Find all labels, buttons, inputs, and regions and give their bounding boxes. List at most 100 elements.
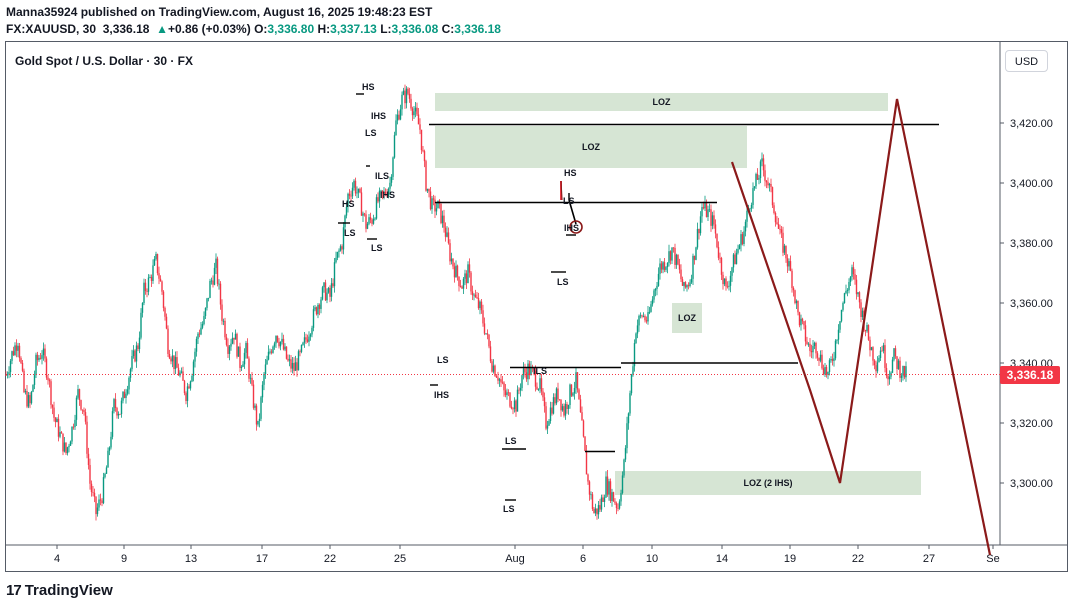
candle-body — [885, 367, 888, 376]
candle-body — [225, 337, 228, 345]
candle-body — [221, 304, 223, 321]
candle-body — [356, 192, 358, 194]
projection-path — [730, 98, 992, 556]
symbol-label[interactable]: FX:XAUUSD, 30 — [6, 22, 97, 36]
candle-body — [369, 217, 372, 220]
candle-body — [285, 346, 288, 359]
candle-body — [842, 303, 844, 310]
candle-body — [362, 213, 364, 216]
candle-body — [822, 368, 825, 375]
candle-body — [102, 477, 105, 504]
candle-body — [603, 497, 606, 502]
candle-body — [105, 467, 108, 474]
candle-body — [669, 251, 672, 261]
candle-body — [459, 286, 462, 287]
candle-body — [384, 191, 387, 195]
candle-body — [569, 384, 571, 406]
candle-body — [848, 282, 850, 291]
x-tick-label: Aug — [505, 553, 525, 565]
candle-body — [752, 188, 754, 205]
candle-body — [398, 114, 400, 120]
candle-body — [846, 290, 849, 292]
candle-body — [383, 191, 385, 194]
candle-body — [518, 389, 520, 391]
candle-body — [608, 481, 610, 495]
candle-body — [245, 342, 247, 353]
candle-body — [449, 243, 451, 262]
candle-body — [638, 315, 640, 326]
candle-body — [644, 316, 646, 321]
candle-body — [611, 492, 613, 501]
candle-body — [629, 393, 631, 414]
candle-body — [774, 213, 777, 223]
candle-body — [489, 346, 492, 362]
candle-body — [537, 389, 540, 390]
candle-body — [506, 392, 508, 396]
candle-body — [714, 224, 717, 234]
candle-body — [542, 391, 544, 398]
candle-body — [653, 290, 655, 300]
x-tick-label: 27 — [923, 553, 935, 565]
candle-body — [71, 426, 73, 442]
candle-body — [474, 294, 477, 298]
candle-body — [414, 107, 417, 112]
candle-body — [618, 501, 621, 509]
candle-body — [525, 372, 528, 380]
candle-body — [216, 258, 219, 284]
candle-body — [252, 384, 255, 408]
candle-body — [510, 406, 513, 409]
candle-body — [473, 294, 475, 296]
candle-body — [251, 377, 253, 385]
publisher-line: Manna35924 published on TradingView.com,… — [6, 5, 433, 19]
candle-body — [365, 214, 367, 229]
candle-body — [450, 258, 453, 262]
candle-body — [81, 409, 84, 411]
candle-body — [273, 343, 276, 347]
pattern-label: IHS — [371, 111, 386, 121]
candle-body — [15, 345, 18, 351]
candle-body — [623, 459, 625, 476]
candle-body — [324, 282, 327, 301]
pattern-label: LS — [503, 504, 515, 514]
candle-body — [788, 261, 790, 267]
zone-label: LOZ — [653, 97, 671, 107]
candle-body — [513, 400, 516, 410]
currency-button[interactable]: USD — [1005, 50, 1048, 72]
candle-body — [51, 404, 54, 408]
candle-body — [23, 370, 25, 393]
candle-body — [29, 395, 31, 404]
candle-body — [360, 192, 363, 216]
candle-body — [894, 348, 897, 357]
candle-body — [476, 297, 478, 299]
candle-body — [186, 386, 189, 401]
candle-body — [99, 499, 102, 501]
candle-body — [329, 287, 331, 297]
candle-body — [312, 309, 315, 328]
candle-body — [665, 267, 667, 270]
candle-body — [266, 359, 268, 365]
candle-body — [507, 392, 510, 394]
candle-body — [663, 262, 666, 270]
candle-body — [561, 406, 564, 411]
tradingview-footer[interactable]: 17 TradingView — [6, 582, 113, 599]
candle-body — [675, 254, 678, 265]
open-value: 3,336.80 — [267, 22, 315, 36]
candle-body — [132, 350, 135, 357]
candle-body — [836, 339, 838, 341]
close-value: 3,336.18 — [454, 22, 501, 36]
candle-body — [125, 393, 127, 398]
x-tick-label: 17 — [256, 553, 268, 565]
candle-body — [353, 180, 355, 188]
candle-body — [642, 316, 645, 317]
candle-body — [779, 228, 781, 230]
candle-body — [668, 251, 670, 263]
candle-body — [723, 278, 726, 285]
candle-body — [212, 280, 214, 285]
candle-body — [26, 391, 28, 407]
candle-body — [576, 372, 579, 390]
candle-body — [332, 283, 334, 287]
candle-body — [746, 210, 748, 222]
candle-body — [95, 496, 97, 515]
candle-body — [498, 379, 501, 381]
